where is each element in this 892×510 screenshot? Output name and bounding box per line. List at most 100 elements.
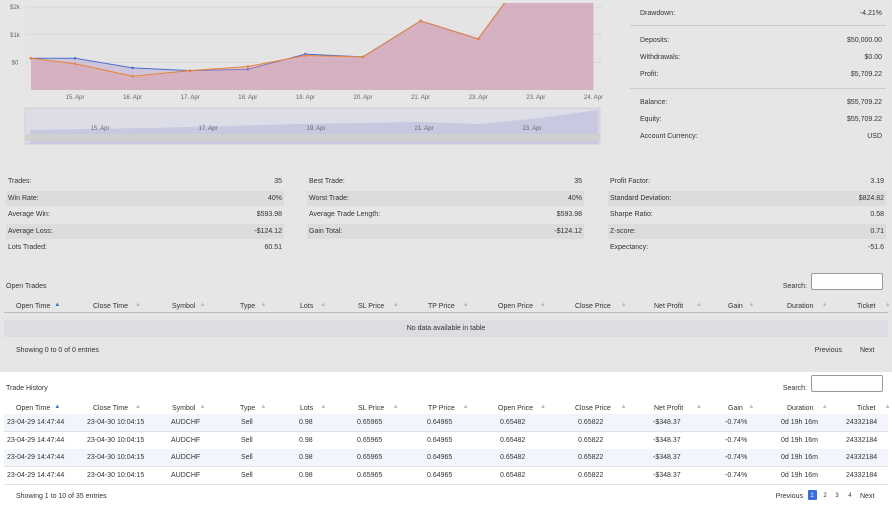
x-tick-label: 21. Apr — [411, 95, 430, 101]
table-cell: -$348.37 — [653, 436, 681, 444]
search-input[interactable] — [811, 375, 883, 392]
empty-row — [4, 320, 888, 337]
table-cell: 0d 19h 16m — [781, 471, 818, 479]
column-header[interactable]: Open Price — [498, 405, 534, 412]
y-tick-label: $1k — [10, 33, 21, 39]
stat-label: Win Rate: — [8, 194, 39, 202]
column-header[interactable]: Duration — [787, 405, 814, 412]
column-header[interactable]: Close Price — [575, 303, 611, 310]
column-header[interactable]: Ticket — [857, 405, 876, 412]
navigator-label: 15. Apr — [90, 126, 109, 132]
column-header[interactable]: Ticket — [857, 303, 876, 310]
column-header[interactable]: Close Time — [93, 303, 129, 310]
stat-value: 40% — [567, 194, 582, 202]
sort-icon: ▲ — [260, 404, 267, 410]
summary-label: Equity: — [640, 116, 662, 123]
x-tick-label: 23. Apr — [526, 95, 545, 101]
summary-label: Profit: — [640, 71, 659, 78]
column-header[interactable]: TP Price — [428, 303, 455, 310]
summary-value: $55,709.22 — [846, 99, 882, 106]
column-header[interactable]: Open Time — [16, 405, 51, 412]
column-header[interactable]: Net Profit — [654, 405, 684, 412]
series-point — [361, 55, 365, 59]
next-button[interactable]: Next — [860, 347, 875, 354]
sort-icon: ▲ — [884, 302, 891, 308]
table-cell: 0.64965 — [427, 436, 453, 444]
next-button[interactable]: Next — [860, 493, 875, 500]
page-button[interactable]: 2 — [823, 493, 827, 499]
column-header[interactable]: Close Time — [93, 405, 129, 412]
page-button[interactable]: 3 — [835, 493, 839, 499]
table-cell: -0.74% — [725, 436, 748, 444]
table-cell: 0.65965 — [357, 454, 383, 461]
column-header[interactable]: SL Price — [358, 405, 385, 412]
stat-value: 3.19 — [870, 178, 884, 185]
series-point — [73, 62, 77, 66]
column-header[interactable]: Symbol — [172, 303, 196, 310]
column-header[interactable]: Close Price — [575, 405, 611, 412]
page-button[interactable]: 1 — [810, 493, 814, 499]
divider — [630, 88, 886, 89]
column-header[interactable]: Type — [240, 303, 256, 310]
stat-value: 40% — [267, 194, 282, 202]
table-cell: 0.98 — [299, 471, 313, 479]
column-header[interactable]: Lots — [300, 405, 314, 412]
sort-icon: ▲ — [135, 302, 141, 308]
table-cell: 0.64965 — [427, 454, 453, 461]
sort-icon: ▲ — [199, 302, 206, 308]
series-point — [73, 56, 77, 60]
column-header[interactable]: SL Price — [358, 303, 385, 310]
table-cell: 0.65482 — [500, 419, 526, 426]
column-header[interactable]: Net Profit — [654, 303, 684, 310]
column-header[interactable]: Open Time — [16, 303, 51, 310]
table-cell: 0.98 — [299, 454, 313, 461]
table-cell: 0.65965 — [357, 419, 383, 426]
table-cell: -0.74% — [725, 419, 748, 426]
stat-value: $593.98 — [556, 211, 582, 218]
table-cell: 23-04-30 10:04:15 — [87, 436, 145, 444]
stat-value: 60.51 — [264, 244, 282, 251]
stat-label: Average Loss: — [8, 227, 53, 235]
column-header[interactable]: Open Price — [498, 303, 534, 310]
column-header[interactable]: Type — [240, 405, 256, 412]
x-tick-label: 17. Apr — [181, 95, 200, 101]
navigator-label: 23. Apr — [522, 126, 541, 132]
table-cell: 23-04-29 14:47:44 — [7, 419, 65, 426]
stat-label: Standard Deviation: — [610, 194, 672, 202]
search-input[interactable] — [811, 273, 883, 290]
sort-icon: ▲ — [821, 404, 828, 410]
sort-icon: ▲ — [320, 404, 327, 410]
table-title: Trade History — [6, 385, 48, 392]
previous-button[interactable]: Previous — [814, 347, 842, 354]
table-cell: Sell — [241, 419, 253, 426]
stat-value: 35 — [574, 178, 582, 185]
column-header[interactable]: Lots — [300, 303, 314, 310]
column-header[interactable]: Gain — [728, 405, 743, 412]
page-button[interactable]: 4 — [848, 493, 852, 499]
column-header[interactable]: Gain — [728, 303, 743, 310]
series-point — [246, 65, 250, 68]
summary-value: $55,709.22 — [846, 116, 882, 123]
table-cell: 23-04-30 10:04:15 — [87, 454, 145, 461]
trade-history-panel — [0, 372, 892, 510]
stat-row-bg — [307, 223, 584, 239]
sort-icon: ▲ — [540, 302, 546, 308]
previous-button[interactable]: Previous — [775, 493, 803, 500]
stat-row-bg — [608, 190, 886, 206]
table-cell: 0d 19h 16m — [781, 419, 818, 426]
stat-value: -$124.12 — [254, 227, 282, 235]
table-info: Showing 0 to 0 of 0 entries — [16, 347, 99, 354]
column-header[interactable]: Duration — [787, 303, 814, 310]
series-point — [419, 19, 422, 23]
table-cell: -0.74% — [725, 454, 748, 461]
search-label: Search: — [782, 385, 807, 392]
table-cell: 23-04-29 14:47:44 — [7, 436, 65, 444]
column-header[interactable]: TP Price — [428, 405, 455, 412]
stat-value: $593.98 — [256, 211, 282, 218]
table-cell: 23-04-30 10:04:15 — [87, 419, 145, 426]
column-header[interactable]: Symbol — [172, 405, 196, 412]
empty-message: No data available in table — [406, 325, 486, 332]
navigator-label: 21. Apr — [414, 126, 433, 132]
stat-label: Best Trade: — [309, 178, 345, 185]
plot-area — [25, 3, 602, 90]
